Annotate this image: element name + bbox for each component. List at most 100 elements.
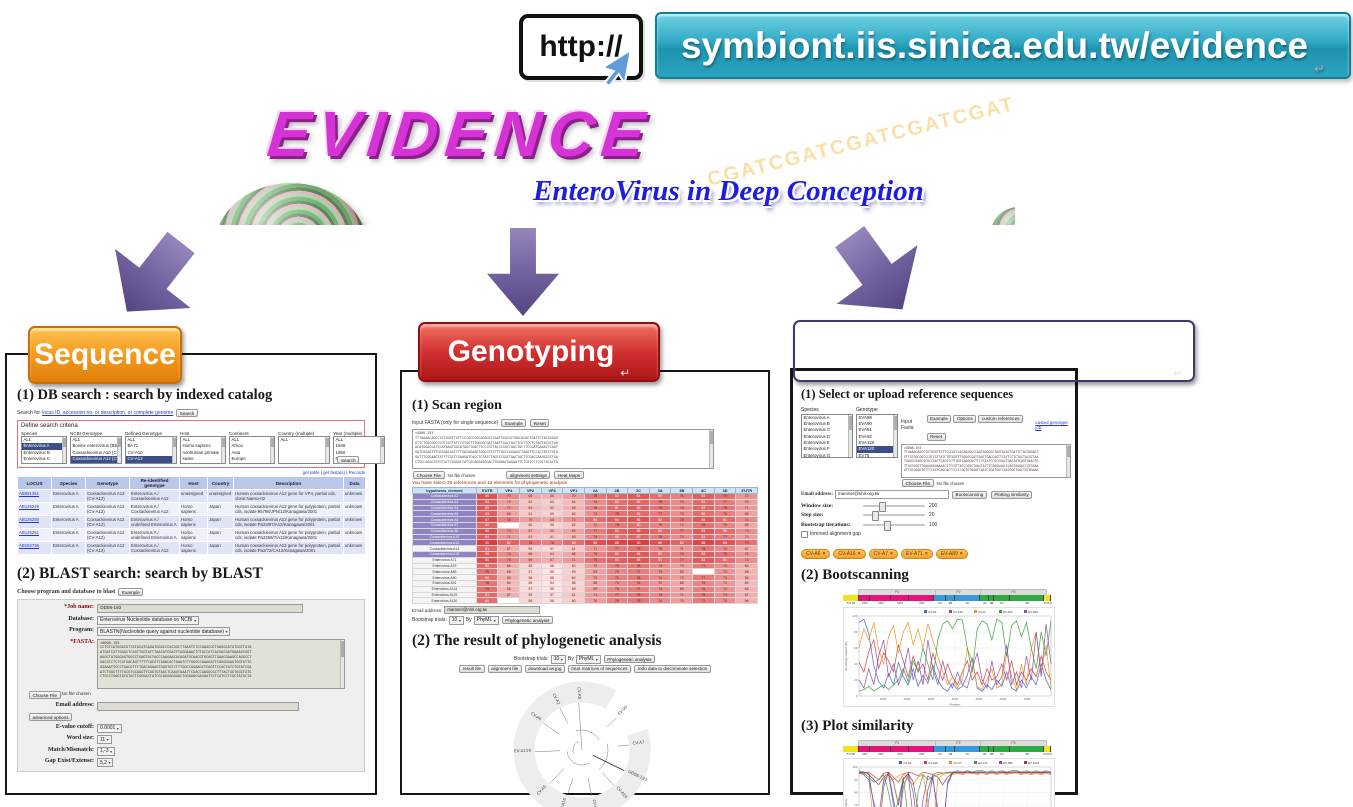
heatmap-cell[interactable]: 78: [627, 597, 650, 605]
listbox-option[interactable]: Enterovirus C: [23, 456, 51, 462]
listbox-option[interactable]: ALL: [127, 437, 136, 442]
bootscanning-button[interactable]: Bootscanning: [952, 490, 987, 499]
listbox-option[interactable]: swine: [182, 456, 194, 462]
bootstrap-iterations-slider[interactable]: [863, 520, 925, 531]
word-size-select[interactable]: 11 ▾: [97, 735, 112, 744]
bootstrap-trials-select[interactable]: 10 ▾: [550, 654, 566, 664]
heatmap-cell[interactable]: 58: [519, 597, 542, 605]
criteria-listbox[interactable]: ALL BA71 CV-A10 CV-A12: [125, 436, 177, 464]
scrollbar[interactable]: [380, 437, 384, 463]
heatmap-row-label[interactable]: Enterovirus A71: [412, 556, 477, 564]
listbox-option[interactable]: Enterovirus A: [22, 443, 66, 450]
genotyping-header-button[interactable]: Genotyping ↵: [418, 322, 660, 382]
listbox-option[interactable]: CV-A10: [127, 449, 143, 455]
heatmap-cell[interactable]: 70: [735, 533, 758, 541]
method-select[interactable]: PhyML ▾: [575, 654, 601, 664]
remove-tag-icon[interactable]: ×: [857, 550, 861, 557]
listbox-option[interactable]: Asia: [231, 449, 241, 455]
heatmap-cell[interactable]: 74: [648, 597, 672, 605]
bootstrap-trials-select[interactable]: 10 ▾: [448, 615, 464, 625]
scrollbar[interactable]: [172, 437, 176, 463]
listbox-option[interactable]: ALL: [23, 437, 32, 442]
example-button[interactable]: Example: [501, 419, 527, 427]
locus-link[interactable]: AB126250: [19, 517, 40, 522]
genotype-option[interactable]: EVA120: [857, 446, 897, 453]
reference-tag[interactable]: EV-A89 ×: [935, 548, 968, 559]
listbox-option[interactable]: Africa: [231, 443, 243, 449]
last-genotype-job-link[interactable]: Lasted genotype job: [1035, 420, 1068, 430]
plot-similarity-button[interactable]: Plotting similarity: [990, 490, 1033, 499]
listbox-option[interactable]: 1950: [335, 449, 346, 455]
reference-tag[interactable]: EV-A71 ×: [900, 548, 933, 559]
heatmap-row-label[interactable]: Coxsackievirus A14: [412, 545, 477, 552]
reset-button[interactable]: Reset: [530, 419, 550, 427]
reference-fasta-textarea[interactable]: >OD08-193 TTAAAACAGCCTGTGGGTTGTTCCCACCCA…: [901, 444, 1071, 478]
scrollbar[interactable]: [893, 414, 897, 457]
criteria-listbox[interactable]: ALL: [278, 436, 330, 464]
heatmap-cell[interactable]: 73: [735, 556, 758, 564]
trim-gap-checkbox[interactable]: [801, 530, 808, 538]
remove-tag-icon[interactable]: ×: [924, 550, 928, 557]
program-select[interactable]: BLASTN(Nucleotide query against nucleoti…: [97, 627, 231, 636]
job-name-input[interactable]: OD08-193: [97, 604, 303, 613]
heatmap-row-label[interactable]: Enterovirus A90: [412, 574, 477, 581]
species-option[interactable]: Enterovirus B: [803, 420, 830, 426]
genotype-option[interactable]: EVA92: [858, 433, 872, 439]
heatmap-cell[interactable]: 66: [735, 574, 758, 581]
criteria-listbox[interactable]: ALL Africa Asia Europe: [229, 436, 275, 464]
criteria-listbox[interactable]: ALL19491950Next: [333, 436, 385, 464]
choose-file-button[interactable]: Choose File: [29, 691, 61, 699]
heatmap-row-label[interactable]: Enterovirus A120: [412, 597, 477, 605]
url-address-button[interactable]: symbiont.iis.sinica.edu.tw/evidence ↵: [655, 12, 1351, 79]
reference-tag[interactable]: CV-A6 ×: [801, 548, 831, 559]
scrollbar[interactable]: [848, 414, 852, 457]
window-size-slider[interactable]: [863, 501, 925, 512]
genotype-option[interactable]: EV70: [858, 452, 870, 458]
listbox-option[interactable]: BA71: [127, 443, 139, 449]
scan-fasta-textarea[interactable]: >OD08-193 TTTAAAACAGCCTGTGGGTTGTTCCCACCC…: [412, 429, 714, 469]
heatmap-row-label[interactable]: Coxsackievirus A6: [412, 516, 477, 523]
phylogenetic-analysis-button[interactable]: Phylogenetic analysis: [603, 655, 655, 664]
db-search-button[interactable]: Search: [176, 409, 198, 417]
scrollbar[interactable]: [709, 430, 713, 468]
listbox-option[interactable]: ALL: [182, 437, 191, 442]
heatmap-row-label[interactable]: Enterovirus A91: [412, 579, 477, 587]
criteria-listbox[interactable]: ALL Bovine enterovirus (BEV) Coxsackieviru…: [70, 436, 122, 464]
slider-thumb[interactable]: [879, 501, 887, 512]
fasta-toolbar-button[interactable]: Options: [953, 414, 977, 423]
genotype-option[interactable]: EVA89: [858, 414, 872, 420]
listbox-option[interactable]: CV-A12: [126, 456, 176, 463]
result-action-button[interactable]: heat matrices of sequences: [567, 664, 632, 673]
heatmap-row-label[interactable]: Coxsackievirus A12: [412, 539, 477, 547]
listbox-option[interactable]: Coxsackievirus A10 (CV-A10): [72, 449, 122, 455]
heatmap-row-label[interactable]: Coxsackievirus A7: [412, 522, 477, 529]
database-select[interactable]: Enterovirus Nucleotide database on NCBI …: [97, 615, 200, 625]
heatmap-cell[interactable]: 56: [540, 597, 564, 605]
listbox-option[interactable]: ALL: [280, 437, 289, 442]
locus-link[interactable]: AB126251: [19, 530, 40, 535]
heatmap-cell[interactable]: [497, 597, 521, 605]
locus-link[interactable]: AB126249: [19, 504, 40, 509]
listbox-option[interactable]: ALL: [231, 437, 240, 442]
scrollbar[interactable]: [340, 639, 344, 688]
alignment-settings-button[interactable]: alignment settings: [506, 471, 551, 479]
heatmap-cell[interactable]: 69: [735, 510, 758, 518]
genotype-option[interactable]: EVA91: [858, 427, 872, 433]
heatmap-row-label[interactable]: Enterovirus A89: [412, 568, 477, 576]
result-action-button[interactable]: redo data to discriminate selection: [634, 664, 711, 673]
scrollbar[interactable]: [62, 437, 66, 463]
criteria-listbox[interactable]: ALL Homo sapiens nonhuman primate swine: [180, 436, 226, 464]
heatmap-row-label[interactable]: Coxsackievirus A8: [412, 527, 477, 535]
heat-maps-button[interactable]: Heat Maps: [554, 471, 584, 479]
advanced-options-button[interactable]: advanced options: [29, 713, 73, 721]
species-option[interactable]: Enterovirus C: [803, 427, 831, 433]
heatmap-row-label[interactable]: Coxsackievirus A10: [412, 533, 477, 541]
listbox-option[interactable]: ALL: [335, 437, 344, 442]
heatmap-cell[interactable]: 76: [605, 597, 629, 605]
locus-link[interactable]: AB162736: [19, 543, 40, 548]
result-action-button[interactable]: alignment file: [487, 664, 522, 673]
heatmap-cell[interactable]: 65: [735, 568, 758, 576]
reference-tag[interactable]: CV-A7 ×: [868, 548, 898, 559]
heatmap-cell[interactable]: 70: [670, 597, 694, 605]
